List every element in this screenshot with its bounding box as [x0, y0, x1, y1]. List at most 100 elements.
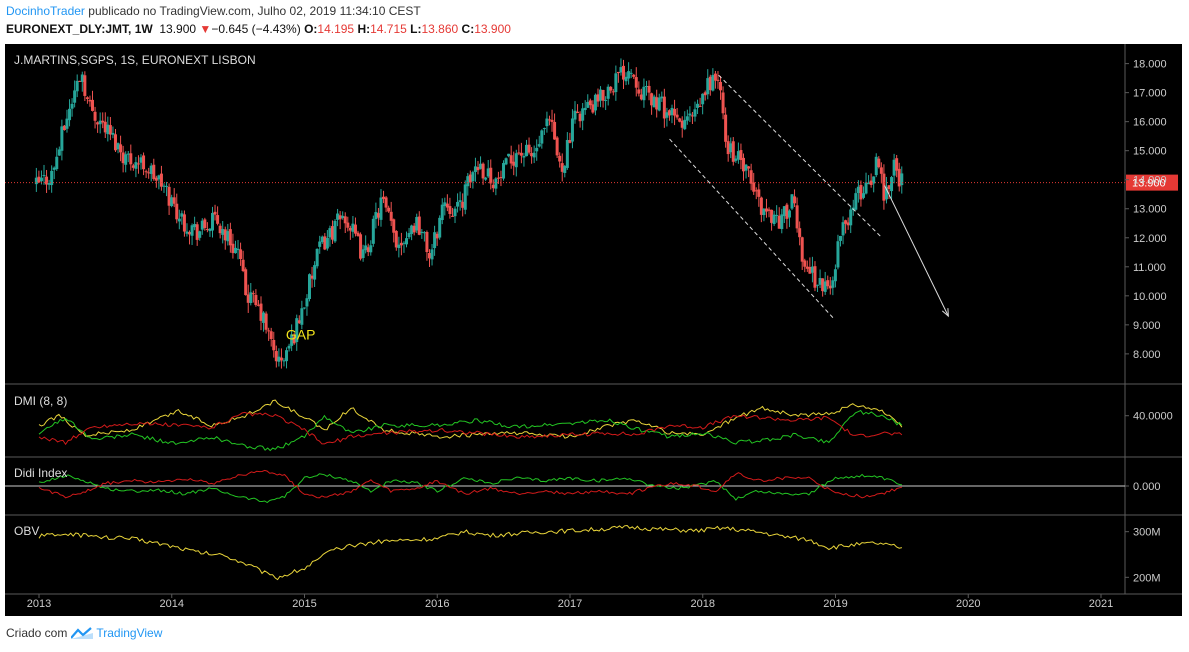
candle-up [744, 164, 748, 171]
candle-down [356, 232, 360, 236]
candle-up [336, 213, 340, 220]
candle-down [509, 155, 513, 164]
candle-up [849, 209, 853, 226]
candle-up [586, 101, 590, 108]
candle-up [162, 185, 166, 187]
arrow-head-icon [941, 308, 949, 318]
candle-down [673, 108, 677, 116]
candle-up [833, 269, 837, 282]
candle-down [297, 320, 301, 324]
candle-up [696, 103, 700, 108]
candle-up [371, 218, 375, 244]
candle-down [279, 357, 283, 361]
candle-down [382, 196, 386, 199]
candle-up [282, 360, 286, 362]
candle-up [540, 130, 544, 144]
candle-down [512, 161, 516, 166]
candle-down [272, 339, 276, 351]
price-tick-label: 13.000 [1133, 204, 1167, 216]
candle-up [816, 284, 820, 286]
candle-up [688, 113, 692, 116]
candle-down [129, 153, 133, 165]
candle-down [690, 115, 694, 117]
candle-down [634, 77, 638, 88]
candle-up [537, 144, 541, 147]
candle-down [461, 201, 465, 208]
candle-up [780, 214, 784, 230]
author-link[interactable]: DocinhoTrader [6, 4, 85, 18]
candle-up [39, 177, 43, 182]
candle-down [591, 104, 595, 113]
candle-up [627, 71, 631, 79]
candle-up [165, 185, 169, 187]
candle-down [731, 141, 735, 162]
candle-down [175, 203, 179, 220]
candle-up [706, 78, 710, 95]
candle-down [882, 173, 886, 201]
candle-up [440, 204, 444, 221]
indicator-tick-label: 40.0000 [1133, 411, 1173, 423]
candle-up [657, 97, 661, 111]
chart-svg[interactable]: 13.900 8.000 9.000 10.000 11.000 12.000 13.00… [5, 44, 1182, 616]
close-value: 13.900 [474, 22, 511, 36]
candle-up [884, 187, 888, 200]
candle-up [892, 159, 896, 176]
candle-down [348, 228, 352, 231]
candle-up [47, 183, 51, 185]
candle-down [182, 214, 186, 232]
candle-down [254, 294, 258, 306]
candle-down [468, 174, 472, 183]
candle-down [445, 203, 449, 208]
candle-up [333, 220, 337, 242]
time-tick-label: 2020 [956, 598, 980, 610]
candle-down [879, 167, 883, 174]
candle-up [604, 99, 608, 101]
chart-area[interactable]: 13.900 8.000 9.000 10.000 11.000 12.000 13.00… [5, 44, 1182, 616]
candle-up [486, 168, 490, 177]
candle-up [320, 236, 324, 243]
candle-up [34, 177, 38, 185]
chart-title: J.MARTINS,SGPS, 1S, EURONEXT LISBON [14, 53, 256, 67]
candle-down [159, 173, 163, 187]
candle-down [476, 167, 480, 171]
candle-down [93, 111, 97, 121]
candle-down [680, 120, 684, 128]
candle-down [844, 220, 848, 224]
candle-up [463, 184, 467, 210]
indicator-series-yellow [38, 399, 903, 439]
candle-down [846, 222, 850, 226]
candle-down [121, 152, 125, 164]
candle-up [185, 231, 189, 234]
candle-down [576, 111, 580, 114]
tradingview-brand[interactable]: TradingView [96, 626, 163, 640]
candle-up [642, 86, 646, 101]
candle-down [678, 118, 682, 122]
candle-up [787, 210, 791, 218]
price-tick-label: 17.000 [1133, 88, 1167, 100]
candle-down [749, 170, 753, 184]
price-tick-label: 12.000 [1133, 233, 1167, 245]
candle-down [131, 165, 135, 168]
candle-down [798, 228, 802, 238]
indicator-tick-label: 0.000 [1133, 481, 1161, 493]
price-tick-label: 9.000 [1133, 320, 1161, 332]
candle-down [203, 219, 207, 228]
candle-up [670, 107, 674, 116]
candle-down [147, 172, 151, 174]
candle-down [269, 331, 273, 340]
candle-down [813, 266, 817, 288]
candle-down [767, 209, 771, 211]
candle-up [790, 194, 794, 209]
candle-up [106, 124, 110, 135]
candle-down [231, 243, 235, 254]
candle-up [581, 108, 585, 121]
candle-down [764, 208, 768, 212]
candle-down [88, 99, 92, 102]
candle-down [172, 197, 176, 204]
candle-up [864, 182, 868, 194]
candle-down [343, 216, 347, 224]
candle-down [632, 74, 636, 77]
publish-line: DocinhoTrader publicado no TradingView.c… [6, 4, 421, 18]
indicator-series-red [38, 469, 902, 499]
candle-down [213, 211, 217, 215]
